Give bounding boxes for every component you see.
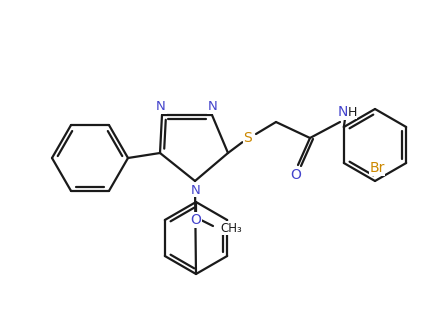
Text: Br: Br xyxy=(369,161,385,175)
Text: N: N xyxy=(338,105,348,119)
Text: O: O xyxy=(190,213,201,227)
Text: CH₃: CH₃ xyxy=(220,222,242,234)
Text: S: S xyxy=(244,131,252,145)
Text: H: H xyxy=(347,106,357,119)
Text: N: N xyxy=(191,183,201,196)
Text: N: N xyxy=(208,100,218,113)
Text: N: N xyxy=(156,100,166,113)
Text: O: O xyxy=(291,168,301,182)
